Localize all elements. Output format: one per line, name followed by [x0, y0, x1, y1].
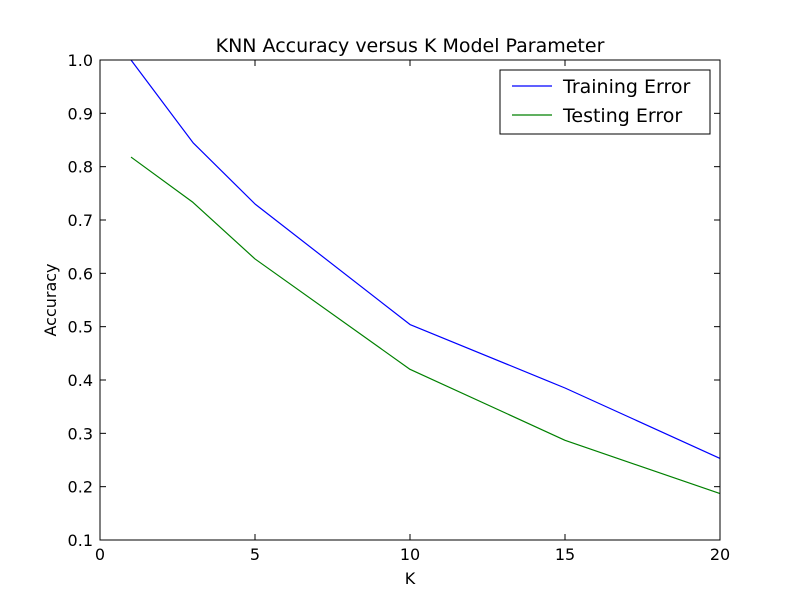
legend-label-training-error: Training Error — [562, 76, 691, 98]
y-tick-label: 0.2 — [68, 478, 93, 497]
x-tick-label: 0 — [95, 545, 105, 564]
y-tick-label: 0.1 — [68, 531, 93, 550]
plot-area — [100, 60, 720, 540]
y-tick-label: 0.4 — [68, 371, 93, 390]
y-axis-label: Accuracy — [41, 263, 60, 336]
legend-label-testing-error: Testing Error — [562, 105, 682, 127]
y-tick-label: 0.6 — [68, 264, 93, 283]
y-tick-label: 0.7 — [68, 211, 93, 230]
legend: Training Error Testing Error — [499, 69, 711, 135]
x-tick-label: 5 — [250, 545, 260, 564]
y-tick-label: 0.5 — [68, 318, 93, 337]
x-tick-label: 15 — [555, 545, 575, 564]
y-tick-label: 1.0 — [68, 51, 93, 70]
x-tick-label: 20 — [710, 545, 730, 564]
x-tick-label: 10 — [400, 545, 420, 564]
tick-layer: 0 5 10 15 20 0.1 0.2 0.3 0.4 0.5 0.6 0.7 0.8 0.9 1.0 — [68, 51, 731, 564]
series-layer — [130, 59, 721, 495]
y-tick-label: 0.8 — [68, 158, 93, 177]
chart-title: KNN Accuracy versus K Model Parameter — [216, 35, 605, 57]
series-line-testing-error — [130, 156, 721, 495]
legend-box — [499, 69, 711, 135]
plot-frame — [99, 59, 721, 541]
y-tick-label: 0.9 — [68, 104, 93, 123]
y-tick-label: 0.3 — [68, 424, 93, 443]
series-line-training-error — [130, 59, 721, 459]
x-axis-label: K — [405, 569, 416, 588]
